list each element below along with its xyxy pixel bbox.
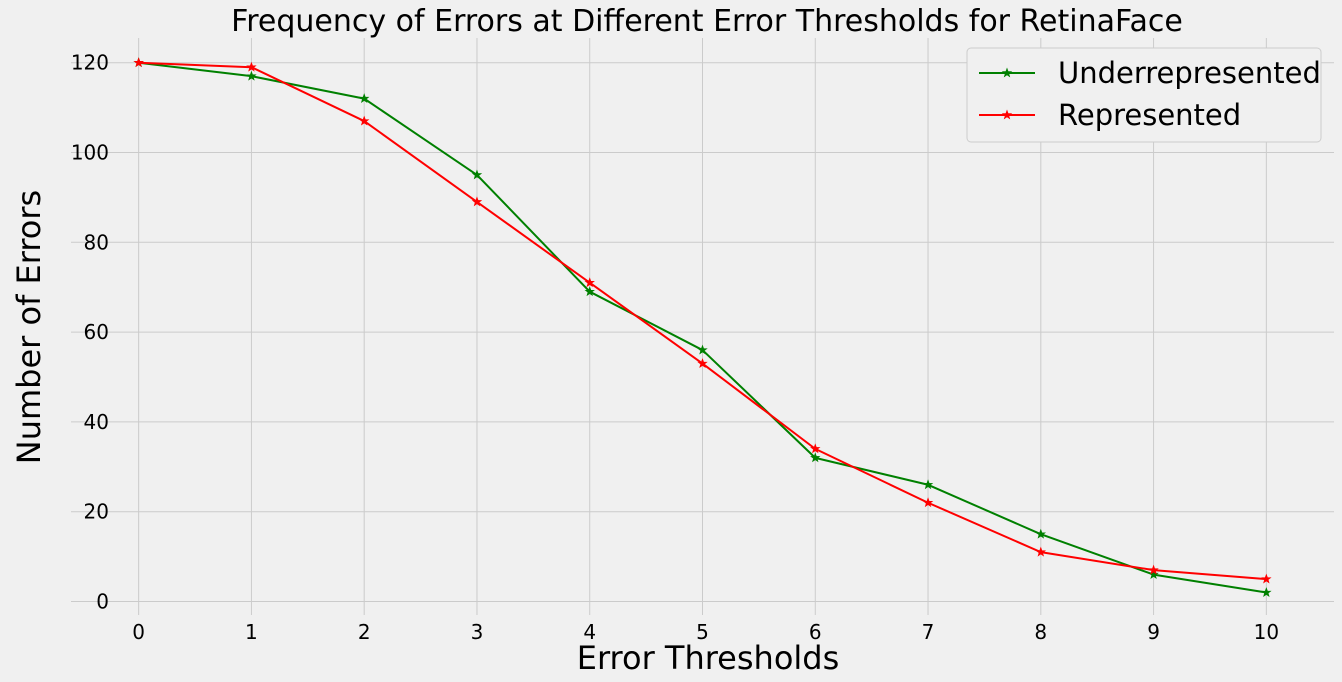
legend-marker: [1001, 109, 1013, 120]
data-point: [697, 344, 708, 355]
legend-box: [966, 47, 1322, 143]
data-point: [584, 277, 595, 288]
x-axis-title: Error Thresholds: [577, 639, 840, 677]
data-point: [471, 169, 483, 180]
y-tick-label: 0: [96, 590, 109, 614]
chart-title: Frequency of Errors at Different Error T…: [231, 4, 1183, 39]
data-point: [1035, 546, 1047, 557]
x-tick-label: 6: [809, 620, 822, 644]
x-tick-label: 1: [245, 620, 258, 644]
x-tick-label: 8: [1034, 620, 1047, 644]
legend: Underrepresented Represented: [966, 47, 1322, 143]
x-tick-label: 2: [358, 620, 371, 644]
data-point: [358, 93, 370, 104]
data-point: [697, 358, 708, 368]
x-tick-label: 3: [471, 620, 484, 644]
legend-marker: [1001, 67, 1013, 78]
data-point: [1261, 573, 1272, 584]
x-tick-label: 5: [696, 620, 709, 644]
data-point: [1261, 587, 1272, 597]
data-point: [471, 196, 483, 207]
legend-item: Underrepresented: [979, 56, 1321, 90]
y-tick-label: 60: [84, 320, 109, 344]
data-point: [133, 57, 144, 68]
y-tick-label: 40: [84, 410, 109, 434]
series-represented: [133, 57, 1272, 584]
data-point: [246, 61, 257, 72]
y-axis-title: Number of Errors: [10, 190, 48, 464]
grid: [71, 38, 1334, 615]
data-point: [246, 70, 257, 81]
data-point: [922, 479, 934, 490]
legend-label: Underrepresented: [1058, 56, 1321, 90]
series-group: [133, 57, 1272, 597]
x-tick-label: 7: [922, 620, 935, 644]
data-point: [810, 452, 821, 463]
data-point: [584, 286, 595, 297]
y-tick-label: 100: [71, 141, 109, 165]
y-tick-label: 80: [84, 230, 109, 254]
x-tick-label: 10: [1254, 620, 1279, 644]
data-point: [358, 115, 370, 126]
data-point: [922, 497, 934, 508]
x-tick-label: 0: [132, 620, 145, 644]
x-tick-label: 9: [1147, 620, 1160, 644]
x-tick-label: 4: [583, 620, 596, 644]
data-point: [1148, 569, 1159, 580]
y-tick-label: 20: [84, 500, 109, 524]
legend-label: Represented: [1058, 98, 1241, 132]
data-point: [1035, 528, 1047, 539]
series-underrepresented: [133, 57, 1272, 597]
data-point: [1148, 564, 1159, 575]
data-point: [810, 443, 821, 454]
y-tick-label: 120: [71, 51, 109, 75]
legend-item: Represented: [979, 98, 1241, 132]
